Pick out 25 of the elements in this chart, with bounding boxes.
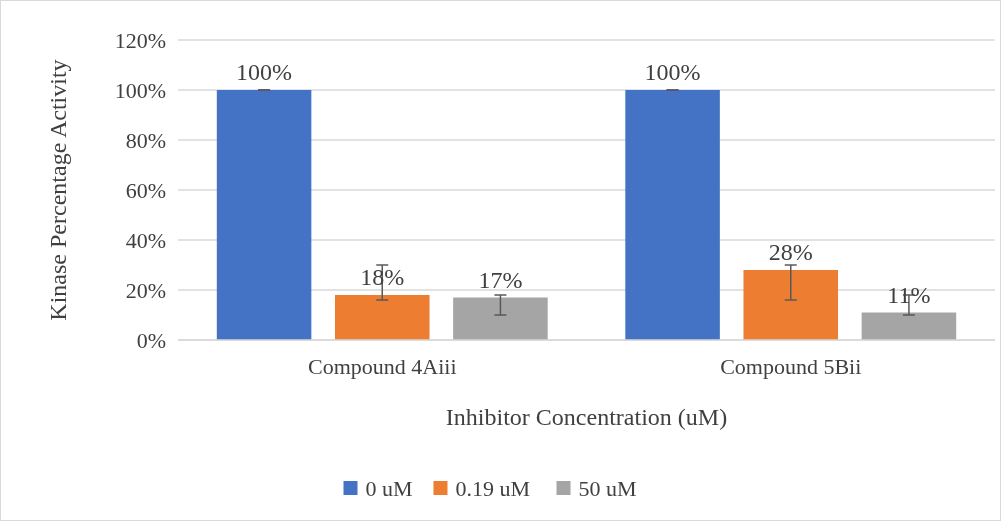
y-axis-title: Kinase Percentage Activity xyxy=(45,59,71,321)
y-tick-label: 20% xyxy=(125,277,166,303)
data-label: 17% xyxy=(478,266,523,293)
data-label: 28% xyxy=(768,239,813,265)
y-tick-label: 100% xyxy=(114,77,166,103)
data-label: 11% xyxy=(887,281,931,308)
data-label: 100% xyxy=(236,59,293,85)
bar xyxy=(625,90,720,340)
x-axis-title: Inhibitor Concentration (uM) xyxy=(445,404,728,430)
bar xyxy=(453,297,548,340)
legend-label: 0.19 uM xyxy=(455,475,531,501)
x-tick-label: Compound 4Aiii xyxy=(307,354,457,379)
y-tick-label: 60% xyxy=(125,177,166,203)
data-label: 100% xyxy=(644,59,701,85)
bar xyxy=(334,295,430,340)
legend-label: 0 uM xyxy=(365,475,413,501)
x-tick-label: Compound 5Bii xyxy=(720,354,862,379)
bar xyxy=(861,312,957,340)
y-tick-label: 120% xyxy=(114,27,166,53)
y-tick-label: 40% xyxy=(125,227,166,253)
y-tick-label: 80% xyxy=(125,127,166,153)
bar xyxy=(743,270,839,340)
bar xyxy=(216,90,312,340)
legend-label: 50 uM xyxy=(578,475,637,501)
y-tick-label: 0% xyxy=(136,327,166,353)
